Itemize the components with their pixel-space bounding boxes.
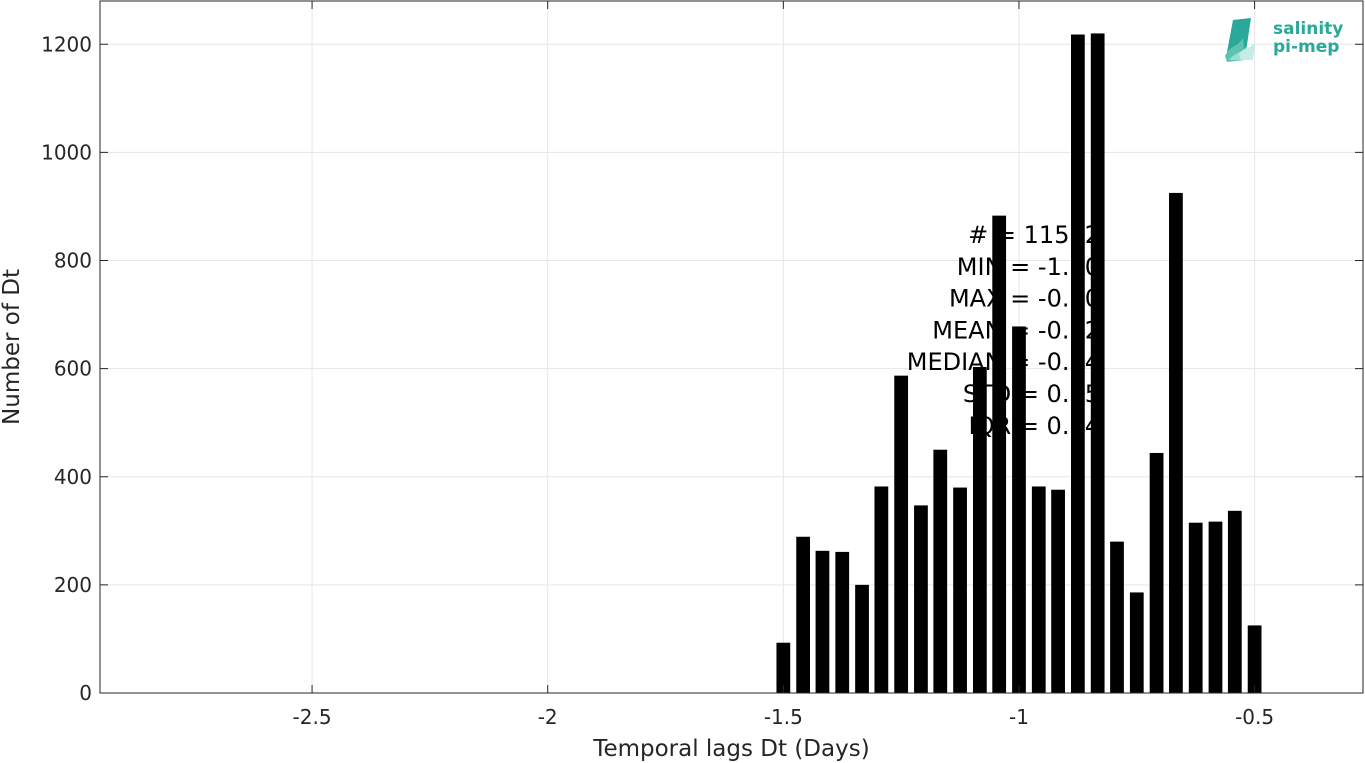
histogram-bar <box>894 375 909 693</box>
stats-line: IQR = 0.14 <box>969 412 1100 440</box>
histogram-bar <box>1129 592 1144 693</box>
y-axis-title: Number of Dt <box>0 269 25 425</box>
y-tick-label: 600 <box>54 357 92 381</box>
plot-frame <box>99 0 1364 694</box>
stats-line: MEAN = -0.92 <box>932 316 1100 344</box>
stats-line: MEDIAN = -0.94 <box>907 348 1100 376</box>
x-tick-label: -0.5 <box>1235 705 1274 729</box>
histogram-bar <box>933 449 948 693</box>
stats-line: MAX = -0.50 <box>949 285 1100 313</box>
y-tick-label: 200 <box>54 573 92 597</box>
x-tick-label: -1 <box>1009 705 1029 729</box>
x-tick-label: -1.5 <box>764 705 803 729</box>
histogram-bar <box>992 215 1007 694</box>
y-tick-label: 0 <box>79 681 92 705</box>
wave-icon <box>1225 18 1255 62</box>
salinity-pi-mep-logo: salinity pi-mep <box>1225 18 1343 62</box>
x-tick-label: -2.5 <box>293 705 332 729</box>
histogram-bar <box>1208 521 1223 693</box>
histogram-bar <box>1188 522 1203 693</box>
statistics-annotation: # = 11562 MIN = -1.50 MAX = -0.50 MEAN = -0… <box>907 221 1100 440</box>
histogram-bar <box>1031 486 1046 693</box>
y-tick-label: 400 <box>54 465 92 489</box>
histogram-bar <box>1090 33 1105 693</box>
histogram-bar <box>972 367 987 693</box>
histogram-bar <box>1012 326 1026 693</box>
histogram-bar <box>776 642 791 693</box>
histogram-bar <box>855 584 869 693</box>
histogram-bar <box>1169 192 1183 693</box>
x-axis-title: Temporal lags Dt (Days) <box>592 736 869 762</box>
histogram-bar <box>874 486 889 693</box>
x-tick-label: -2 <box>538 705 558 729</box>
histogram-bar <box>835 551 850 693</box>
histogram-bar <box>1071 34 1085 694</box>
axis-ticks: -2.5 -2 -1.5 -1 -0.5 0 200 400 600 800 1000 1200 <box>41 1 1363 729</box>
stats-line: STD = 0.25 <box>963 380 1100 408</box>
logo-line1: salinity <box>1273 19 1343 39</box>
histogram-bar <box>914 505 928 693</box>
histogram-bar <box>796 536 811 693</box>
histogram-bar <box>815 550 830 693</box>
histogram-bar <box>953 487 967 693</box>
histogram-bar <box>1110 541 1124 693</box>
histogram-bar <box>1227 510 1242 693</box>
stats-line: MIN = -1.50 <box>957 253 1100 281</box>
histogram-bar <box>1051 489 1065 693</box>
histogram-bar <box>1149 452 1164 693</box>
y-tick-label: 1000 <box>41 140 92 164</box>
y-tick-label: 800 <box>54 249 92 273</box>
histogram-bar <box>1247 625 1262 693</box>
y-tick-label: 1200 <box>41 32 92 56</box>
stats-line: # = 11562 <box>968 221 1100 249</box>
bars-group <box>776 33 1262 694</box>
logo-line2: pi-mep <box>1273 37 1339 57</box>
